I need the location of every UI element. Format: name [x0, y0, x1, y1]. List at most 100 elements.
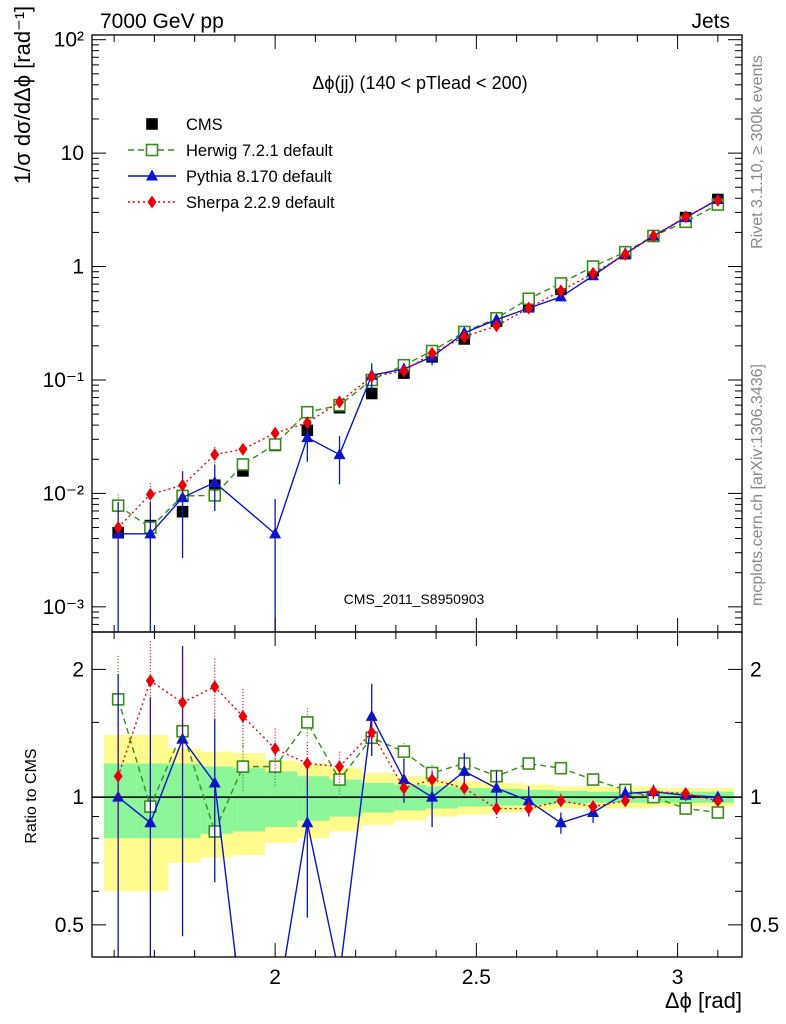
data-point	[333, 448, 346, 460]
ratio-point	[208, 776, 221, 788]
ratio-point	[459, 781, 469, 795]
legend-marker	[146, 118, 158, 130]
energy-label: 7000 GeV pp	[100, 10, 224, 33]
ratio-point	[586, 773, 600, 786]
ratio-line-1	[117, 714, 718, 957]
data-point	[491, 319, 501, 333]
ratio-point	[176, 732, 189, 744]
y-axis-label: 1/σ dσ/dΔϕ [rad⁻¹]	[10, 6, 35, 184]
ratio-point	[427, 773, 437, 787]
mcplots-label: mcplots.cern.ch [arXiv:1306.3436]	[749, 364, 766, 606]
ratio-point	[335, 760, 345, 774]
ratio-y-tick-label-right: 0.5	[750, 914, 779, 937]
uncertainty-band-inner	[232, 768, 266, 832]
ratio-point	[426, 790, 439, 802]
ratio-point	[619, 786, 632, 798]
data-point	[301, 405, 314, 419]
data-point	[113, 521, 123, 535]
ratio-line-2	[117, 679, 719, 810]
ratio-point	[301, 716, 314, 729]
uncertainty-band-inner	[168, 763, 201, 839]
legend-label: Herwig 7.2.1 default	[186, 142, 333, 160]
ratio-point	[524, 802, 534, 816]
data-point	[335, 395, 345, 409]
category-label: Jets	[691, 10, 730, 33]
ratio-point	[648, 785, 658, 799]
ratio-point	[522, 794, 535, 806]
data-point	[236, 458, 250, 471]
rivet-version-label: Rivet 3.1.10, ≥ 300k events	[749, 55, 766, 249]
legend-label: Sherpa 2.2.9 default	[186, 194, 335, 212]
y-tick-label: 10²	[54, 29, 84, 52]
ratio-point	[238, 709, 248, 723]
ratio-point	[367, 726, 377, 740]
y-tick-label: 10⁻³	[43, 596, 84, 619]
data-point	[238, 442, 248, 456]
uncertainty-band-inner	[265, 771, 298, 828]
ratio-point	[145, 674, 155, 688]
data-point	[556, 284, 566, 298]
ratio-y-tick-label-right: 2	[750, 658, 762, 681]
ratio-point	[588, 800, 598, 814]
ratio-y-tick-label: 0.5	[55, 914, 84, 937]
data-point	[427, 346, 437, 360]
data-point	[269, 527, 282, 539]
ratio-point	[397, 773, 410, 785]
data-point	[490, 313, 503, 325]
ratio-point	[113, 769, 123, 783]
y-tick-label: 10	[61, 142, 84, 165]
ratio-point	[144, 816, 157, 828]
y-tick-label: 10⁻¹	[43, 369, 84, 392]
ratio-point	[236, 760, 250, 773]
ratio-point	[711, 806, 725, 819]
x-axis-label: Δϕ [rad]	[665, 988, 742, 1013]
chart-title: Δϕ(jj) (140 < pTlead < 200)	[312, 73, 527, 93]
ratio-point	[554, 761, 568, 775]
ratio-point	[210, 680, 220, 694]
data-point	[144, 527, 157, 539]
data-point	[268, 438, 282, 451]
legend-label: Pythia 8.170 default	[186, 168, 332, 186]
ratio-point	[302, 757, 312, 771]
ratio-y-tick-label-right: 1	[750, 786, 762, 809]
series-line-3	[117, 199, 719, 529]
ratio-point	[491, 802, 501, 816]
analysis-watermark: CMS_2011_S8950903	[344, 591, 485, 607]
data-point	[210, 448, 220, 462]
data-point	[367, 370, 377, 384]
ratio-panel: 2 2.5 3 0.5 0.5 1 1 2 2 Δϕ [rad] Ratio to CMS	[23, 631, 779, 1013]
ratio-point	[620, 794, 630, 808]
ratio-point	[681, 786, 691, 800]
ratio-y-tick-label: 2	[72, 658, 84, 681]
x-tick-label: 3	[672, 966, 684, 989]
data-point	[681, 210, 691, 224]
data-point	[301, 431, 314, 443]
y-tick-label: 1	[72, 256, 84, 279]
legend-marker	[145, 143, 159, 157]
ratio-point	[178, 696, 188, 710]
ratio-point	[556, 794, 566, 808]
ratio-frame	[91, 631, 743, 958]
legend-marker	[147, 195, 157, 209]
data-point	[524, 301, 534, 315]
data-point	[588, 266, 598, 280]
uncertainty-band-inner	[297, 776, 330, 821]
data-point	[648, 229, 658, 243]
legend-marker	[146, 169, 158, 181]
ratio-point	[522, 757, 535, 770]
data-point	[459, 330, 469, 344]
ratio-point	[490, 781, 503, 793]
data-point	[178, 478, 188, 492]
data-point	[399, 364, 409, 378]
ratio-point	[679, 802, 692, 815]
ratio-point	[301, 816, 314, 828]
ratio-y-tick-label: 1	[72, 786, 84, 809]
ratio-point	[713, 794, 723, 808]
x-tick-label: 2.5	[462, 966, 491, 989]
data-point	[145, 487, 155, 501]
ratio-point	[554, 816, 567, 828]
x-tick-label: 2	[269, 966, 281, 989]
data-point	[302, 416, 312, 430]
ratio-point	[365, 709, 378, 721]
